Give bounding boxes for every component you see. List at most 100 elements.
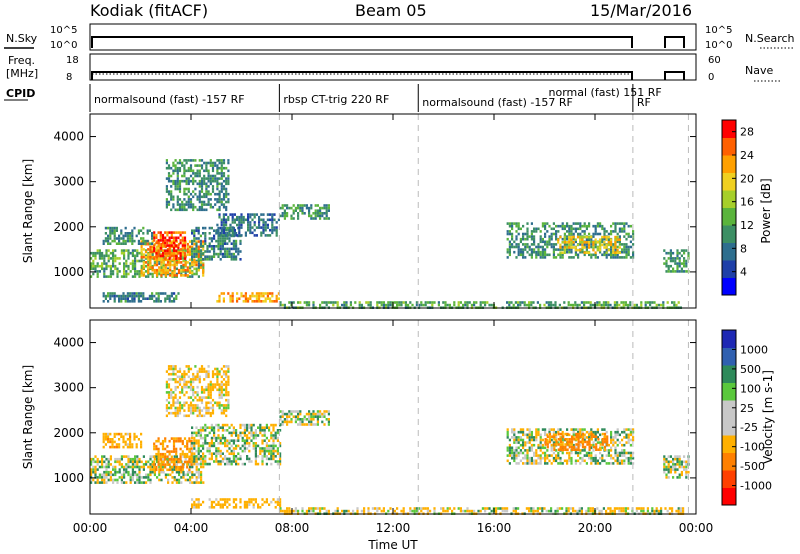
heatmap-cell <box>286 415 289 418</box>
heatmap-cell <box>125 455 128 458</box>
heatmap-cell <box>166 241 169 245</box>
heatmap-cell <box>243 426 246 429</box>
heatmap-cell <box>671 507 674 510</box>
heatmap-cell <box>625 245 628 249</box>
heatmap-cell <box>101 267 104 271</box>
heatmap-cell <box>561 251 564 254</box>
heatmap-cell <box>411 303 414 307</box>
heatmap-cell <box>238 223 241 227</box>
heatmap-cell <box>312 415 315 418</box>
heatmap-cell <box>213 444 216 448</box>
heatmap-cell <box>294 509 297 513</box>
heatmap-cell <box>544 428 547 431</box>
heatmap-cell <box>169 465 172 469</box>
heatmap-cell <box>219 250 222 253</box>
heatmap-cell <box>584 440 587 444</box>
heatmap-cell <box>420 303 423 307</box>
heatmap-cell <box>206 245 209 248</box>
heatmap-cell <box>198 367 201 371</box>
heatmap-cell <box>596 232 599 236</box>
heatmap-cell <box>153 262 156 265</box>
heatmap-cell <box>204 242 207 245</box>
heatmap-cell <box>319 415 322 418</box>
heatmap-cell <box>602 303 605 307</box>
heatmap-cell <box>577 445 580 449</box>
heatmap-cell <box>544 256 547 259</box>
heatmap-cell <box>133 438 136 441</box>
heatmap-cell <box>563 241 566 244</box>
heatmap-cell <box>197 232 200 235</box>
heatmap-cell <box>524 441 527 444</box>
heatmap-cell <box>216 192 219 196</box>
heatmap-cell <box>225 187 228 191</box>
heatmap-cell <box>552 441 555 444</box>
heatmap-cell <box>312 507 315 510</box>
heatmap-cell <box>191 271 194 275</box>
heatmap-cell <box>200 195 204 199</box>
heatmap-cell <box>227 383 230 386</box>
heatmap-cell <box>113 435 116 438</box>
heatmap-cell <box>118 270 121 273</box>
heatmap-cell <box>290 214 293 218</box>
heatmap-cell <box>180 250 183 254</box>
heatmap-cell <box>193 460 196 463</box>
heatmap-cell <box>261 455 264 458</box>
heatmap-cell <box>301 206 304 210</box>
heatmap-cell <box>179 241 182 245</box>
heatmap-cell <box>147 258 150 262</box>
heatmap-cell <box>168 452 171 456</box>
heatmap-cell <box>644 301 647 304</box>
heatmap-cell <box>118 443 121 446</box>
heatmap-cell <box>118 476 121 479</box>
heatmap-cell <box>179 455 182 459</box>
heatmap-cell <box>599 232 602 236</box>
heatmap-cell <box>169 272 172 276</box>
heatmap-cell <box>140 267 143 271</box>
heatmap-cell <box>506 509 509 513</box>
heatmap-cell <box>109 272 112 276</box>
heatmap-cell <box>173 455 176 458</box>
heatmap-cell <box>129 262 132 265</box>
heatmap-cell <box>614 230 617 233</box>
heatmap-cell <box>167 179 171 183</box>
heatmap-cell <box>281 423 284 426</box>
heatmap-cell <box>113 239 116 243</box>
heatmap-cell <box>239 426 242 429</box>
heatmap-cell <box>193 503 196 506</box>
heatmap-cell <box>225 372 228 376</box>
heatmap-cell <box>281 410 284 413</box>
heatmap-cell <box>147 255 150 259</box>
heatmap-cell <box>174 208 177 212</box>
heatmap-cell <box>211 411 215 415</box>
heatmap-cell <box>126 239 129 243</box>
heatmap-cell <box>181 179 184 183</box>
heatmap-cell <box>105 463 108 466</box>
heatmap-cell <box>227 234 230 237</box>
heatmap-cell <box>208 444 211 448</box>
heatmap-cell <box>574 253 577 257</box>
power-boundary-lines <box>278 114 689 308</box>
heatmap-cell <box>198 159 201 162</box>
heatmap-cell <box>107 237 110 240</box>
heatmap-cell <box>140 292 143 295</box>
heatmap-cell <box>157 458 160 461</box>
heatmap-cell <box>601 456 604 460</box>
heatmap-cell <box>244 231 247 235</box>
heatmap-cell <box>226 506 229 509</box>
heatmap-cell <box>140 432 143 436</box>
heatmap-cell <box>276 436 279 440</box>
heatmap-cell <box>255 294 258 298</box>
heatmap-cell <box>161 445 165 448</box>
heatmap-cell <box>228 498 231 501</box>
heatmap-cell <box>196 169 199 173</box>
heatmap-cell <box>206 434 209 437</box>
heatmap-cell <box>175 294 178 298</box>
heatmap-cell <box>517 222 520 225</box>
heatmap-cell <box>172 172 175 175</box>
heatmap-cell <box>102 292 105 295</box>
heatmap-cell <box>218 215 221 219</box>
heatmap-cell <box>170 166 173 170</box>
heatmap-cell <box>323 415 326 418</box>
heatmap-cell <box>103 270 106 273</box>
heatmap-cell <box>468 509 471 513</box>
